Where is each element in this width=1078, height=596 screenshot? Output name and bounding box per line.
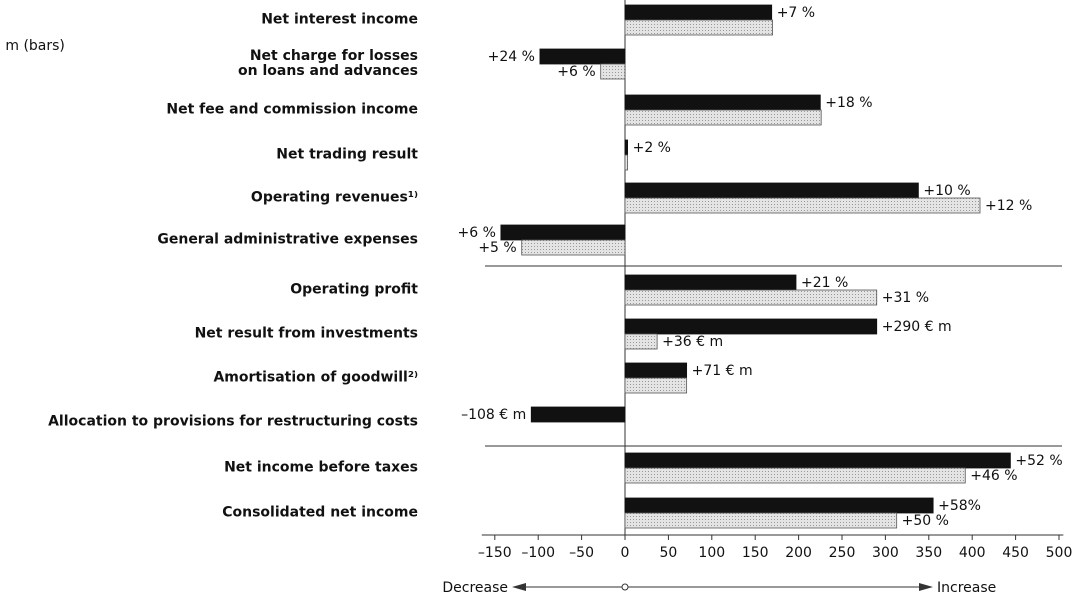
- bar: [624, 197, 981, 214]
- change-label: +7 %: [777, 5, 815, 21]
- bar: [624, 497, 934, 514]
- bar: [624, 4, 773, 21]
- x-tick-label: 200: [785, 545, 812, 561]
- category-label: Net fee and commission income: [166, 101, 418, 118]
- x-tick-label: –50: [569, 545, 594, 561]
- change-label: +290 € m: [882, 319, 952, 335]
- x-tick-label: 500: [1046, 545, 1073, 561]
- bar: [624, 274, 797, 291]
- x-tick-label: 350: [915, 545, 942, 561]
- category-label: Operating revenues¹⁾: [250, 189, 418, 206]
- bar: [624, 452, 1011, 469]
- change-label: +36 € m: [662, 334, 723, 350]
- x-tick-label: 300: [872, 545, 899, 561]
- bar: [624, 289, 878, 306]
- decrease-label: Decrease: [442, 580, 508, 596]
- change-label: +21 %: [801, 275, 848, 291]
- change-label: +24 %: [488, 49, 535, 65]
- x-tick-label: –100: [521, 545, 555, 561]
- bar: [624, 139, 629, 156]
- bar: [624, 333, 658, 350]
- change-label: +2 %: [633, 140, 671, 156]
- change-label: +46 %: [970, 468, 1017, 484]
- bar: [624, 467, 966, 484]
- bar: [624, 94, 821, 111]
- change-label: –108 € m: [461, 407, 526, 423]
- category-label: Net interest income: [261, 11, 418, 28]
- change-label: +18 %: [825, 95, 872, 111]
- bar: [624, 154, 629, 171]
- change-label: +6 %: [557, 64, 595, 80]
- bar: [530, 406, 626, 423]
- bar: [600, 63, 626, 80]
- change-label: +12 %: [985, 198, 1032, 214]
- category-label: Allocation to provisions for restructuri…: [48, 413, 418, 430]
- x-tick-label: 450: [1002, 545, 1029, 561]
- change-label: +6 %: [457, 225, 495, 241]
- x-tick-label: 100: [698, 545, 725, 561]
- change-label: +5 %: [478, 240, 516, 256]
- bar: [624, 512, 898, 529]
- x-tick-label: 400: [959, 545, 986, 561]
- category-label: Operating profit: [290, 281, 418, 298]
- x-tick-label: 0: [621, 545, 630, 561]
- category-label: Net charge for losses on loans and advan…: [238, 48, 418, 79]
- arrow-head: [919, 583, 933, 591]
- bar: [500, 224, 626, 241]
- category-label: Net income before taxes: [224, 459, 418, 476]
- arrow-origin: [621, 583, 629, 591]
- bar: [521, 239, 626, 256]
- bar: [624, 19, 773, 36]
- bar: [624, 318, 878, 335]
- x-tick-label: 50: [659, 545, 677, 561]
- category-label: Amortisation of goodwill²⁾: [213, 369, 418, 386]
- change-label: +52 %: [1015, 453, 1062, 469]
- bar: [624, 377, 688, 394]
- change-label: +10 %: [923, 183, 970, 199]
- category-label: Net result from investments: [194, 325, 418, 342]
- change-label: +58%: [938, 498, 981, 514]
- bar: [624, 182, 919, 199]
- arrow-head: [512, 583, 526, 591]
- category-label: Consolidated net income: [222, 504, 418, 521]
- category-label: General administrative expenses: [157, 231, 418, 248]
- change-label: +50 %: [902, 513, 949, 529]
- x-tick-label: –150: [478, 545, 512, 561]
- bar: [624, 109, 822, 126]
- bar: [539, 48, 626, 65]
- category-label: Net trading result: [276, 146, 418, 163]
- change-label: +31 %: [882, 290, 929, 306]
- unit-label: € m (bars): [0, 38, 65, 54]
- bar: [624, 362, 688, 379]
- change-label: +71 € m: [692, 363, 753, 379]
- increase-label: Increase: [937, 580, 996, 596]
- x-tick-label: 250: [829, 545, 856, 561]
- x-tick-label: 150: [742, 545, 769, 561]
